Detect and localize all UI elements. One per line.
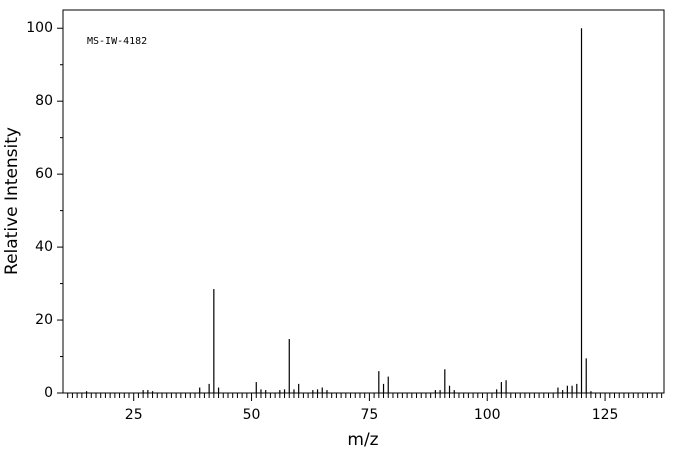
x-tick-label: 50	[243, 407, 261, 423]
y-tick-label: 40	[35, 239, 53, 255]
plot-frame	[62, 9, 665, 394]
y-tick-label: 80	[35, 93, 53, 109]
y-tick-label: 20	[35, 312, 53, 328]
x-tick-label: 100	[474, 407, 501, 423]
x-axis-label: m/z	[347, 430, 378, 450]
y-tick-label: 100	[26, 20, 53, 36]
x-tick-label: 75	[360, 407, 378, 423]
x-tick-label: 25	[125, 407, 143, 423]
y-tick-label: 60	[35, 166, 53, 182]
y-tick-label: 0	[44, 385, 53, 401]
y-axis-label: Relative Intensity	[2, 127, 22, 275]
annotation: MS-IW-4182	[87, 36, 147, 47]
x-tick-label: 125	[592, 407, 619, 423]
